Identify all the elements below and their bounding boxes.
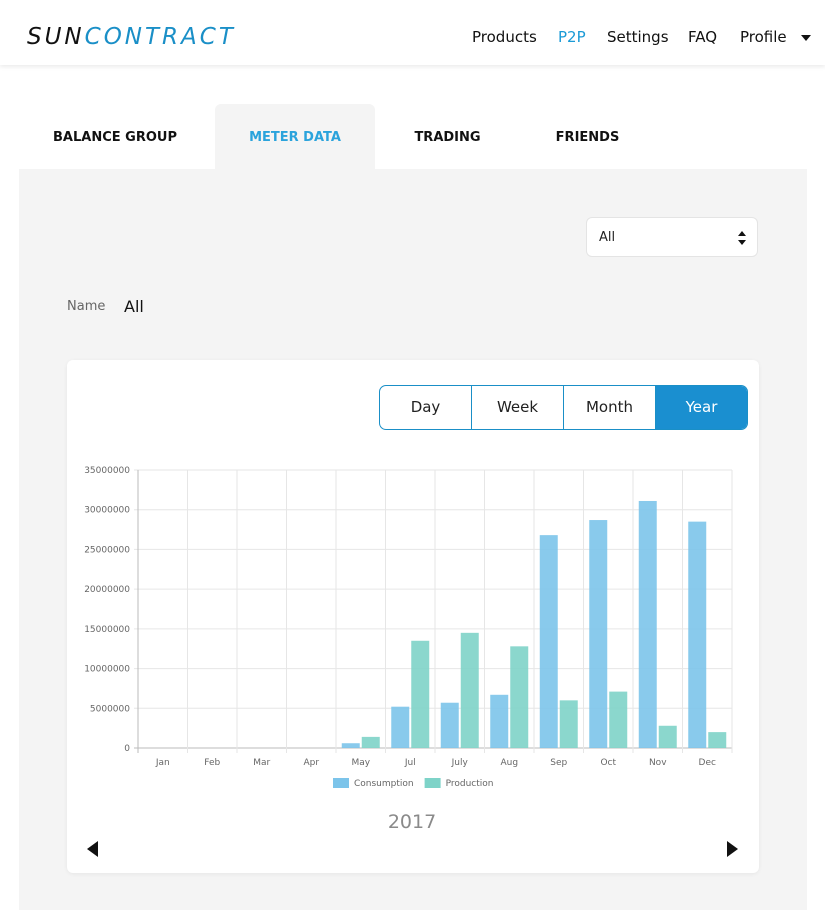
name-label: Name <box>67 299 106 314</box>
range-buttons: Day Week Month Year <box>379 385 748 430</box>
bar <box>361 736 380 748</box>
nav-link[interactable]: Settings <box>607 28 669 46</box>
y-tick-label: 35000000 <box>84 466 130 476</box>
bar <box>658 725 677 748</box>
x-tick-label: July <box>451 758 469 768</box>
tab[interactable]: TRADING <box>414 130 481 145</box>
x-tick-label: Mar <box>253 758 270 768</box>
x-tick-label: Feb <box>204 758 220 768</box>
tab[interactable]: BALANCE GROUP <box>53 130 177 145</box>
bar <box>391 706 410 748</box>
prev-arrow[interactable] <box>87 841 98 857</box>
bar <box>440 702 459 748</box>
x-tick-label: Oct <box>600 758 616 768</box>
next-arrow[interactable] <box>727 841 738 857</box>
select-value: All <box>599 230 616 245</box>
bar <box>638 500 657 748</box>
nav-link[interactable]: Products <box>472 28 537 46</box>
range-button[interactable]: Year <box>655 386 747 429</box>
nav-link[interactable]: P2P <box>558 28 586 46</box>
x-tick-label: Sep <box>550 758 567 768</box>
bar <box>708 732 727 748</box>
logo-part: CONTRACT <box>84 24 236 50</box>
select-arrows <box>738 231 746 245</box>
bar <box>609 691 628 748</box>
bar <box>411 640 430 748</box>
dropdown-caret <box>801 35 811 41</box>
bar <box>559 700 578 748</box>
legend-label: Production <box>446 779 494 789</box>
logo-part: SUN <box>27 24 85 50</box>
logo[interactable]: SUNCONTRACT <box>27 24 236 50</box>
range-button[interactable]: Day <box>410 398 441 416</box>
bar <box>688 521 707 748</box>
bar <box>460 632 479 748</box>
y-tick-label: 30000000 <box>84 506 130 516</box>
x-tick-label: May <box>351 758 370 768</box>
tab[interactable]: FRIENDS <box>555 130 620 145</box>
range-button[interactable]: Month <box>563 386 655 429</box>
bar <box>490 694 509 748</box>
y-tick-label: 10000000 <box>84 665 130 675</box>
range-button[interactable]: Week <box>471 386 563 429</box>
x-tick-label: Nov <box>649 758 667 768</box>
legend-label: Consumption <box>354 779 414 789</box>
legend-swatch <box>333 778 349 788</box>
header: SUNCONTRACT Products P2P Settings FAQ Pr… <box>0 0 825 65</box>
bar <box>510 646 529 748</box>
period-label: 2017 <box>388 811 436 833</box>
y-tick-label: 25000000 <box>84 545 130 555</box>
name-value: All <box>124 297 144 316</box>
y-tick-label: 15000000 <box>84 625 130 635</box>
bar <box>539 535 558 748</box>
y-tick-label: 20000000 <box>84 585 130 595</box>
x-tick-label: Dec <box>699 758 716 768</box>
nav-link[interactable]: Profile <box>740 28 787 46</box>
x-tick-label: Apr <box>303 758 319 768</box>
x-tick-label: Jan <box>155 758 170 768</box>
y-tick-label: 5000000 <box>90 704 130 714</box>
bar <box>341 743 360 748</box>
tab[interactable]: METER DATA <box>215 104 375 169</box>
x-tick-label: Aug <box>500 758 518 768</box>
select[interactable]: All <box>586 217 758 257</box>
x-tick-label: Jul <box>404 758 416 768</box>
nav-link[interactable]: FAQ <box>688 28 718 46</box>
y-tick-label: 0 <box>124 744 130 754</box>
legend-swatch <box>424 778 441 788</box>
bar <box>589 520 608 748</box>
